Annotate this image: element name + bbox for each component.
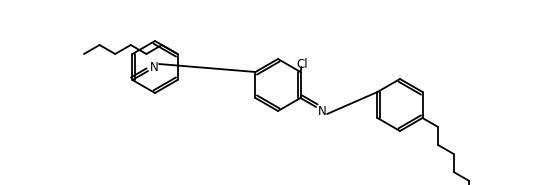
Text: N: N — [318, 105, 327, 117]
Text: N: N — [150, 60, 158, 73]
Text: Cl: Cl — [296, 58, 308, 70]
